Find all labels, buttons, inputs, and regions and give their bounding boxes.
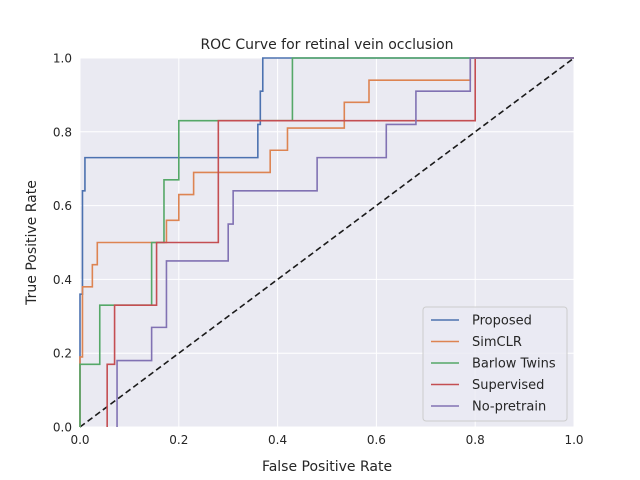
legend-label: Barlow Twins [472, 357, 556, 372]
x-axis-label: False Positive Rate [262, 459, 392, 475]
y-axis-label: True Positive Rate [24, 180, 40, 306]
series-line-simclr [79, 57, 574, 427]
series-line-proposed [79, 57, 574, 427]
reference-diagonal-line [79, 57, 575, 428]
y-tick-label: 0.0 [53, 421, 72, 435]
x-tick-label: 0.8 [466, 433, 485, 447]
x-tick-label: 0.0 [70, 433, 89, 447]
y-tick-label: 0.8 [53, 125, 72, 139]
x-tick-label: 0.6 [367, 433, 386, 447]
series-line-barlow-twins [79, 57, 574, 427]
legend-label: Proposed [472, 314, 532, 329]
y-tick-label: 0.2 [53, 347, 72, 361]
series-line-supervised [106, 57, 574, 427]
y-tick-label: 0.4 [53, 273, 72, 287]
x-ticks: 0.0 0.2 0.4 0.6 0.8 1.0 [70, 433, 583, 447]
y-tick-label: 0.6 [53, 199, 72, 213]
y-ticks: 0.0 0.2 0.4 0.6 0.8 1.0 [53, 52, 72, 435]
x-tick-label: 0.4 [268, 433, 287, 447]
chart-title: ROC Curve for retinal vein occlusion [200, 37, 453, 53]
legend-label: SimCLR [472, 335, 522, 350]
reference-line-group [79, 57, 575, 428]
series-group [79, 57, 574, 427]
x-tick-label: 0.2 [169, 433, 188, 447]
legend-label: Supervised [472, 378, 544, 393]
y-tick-label: 1.0 [53, 52, 72, 66]
x-tick-label: 1.0 [564, 433, 583, 447]
legend: Proposed SimCLR Barlow Twins Supervised No-p… [422, 306, 568, 422]
series-line-no-pretrain [116, 57, 574, 427]
legend-box [422, 306, 568, 422]
legend-label: No-pretrain [472, 400, 546, 415]
